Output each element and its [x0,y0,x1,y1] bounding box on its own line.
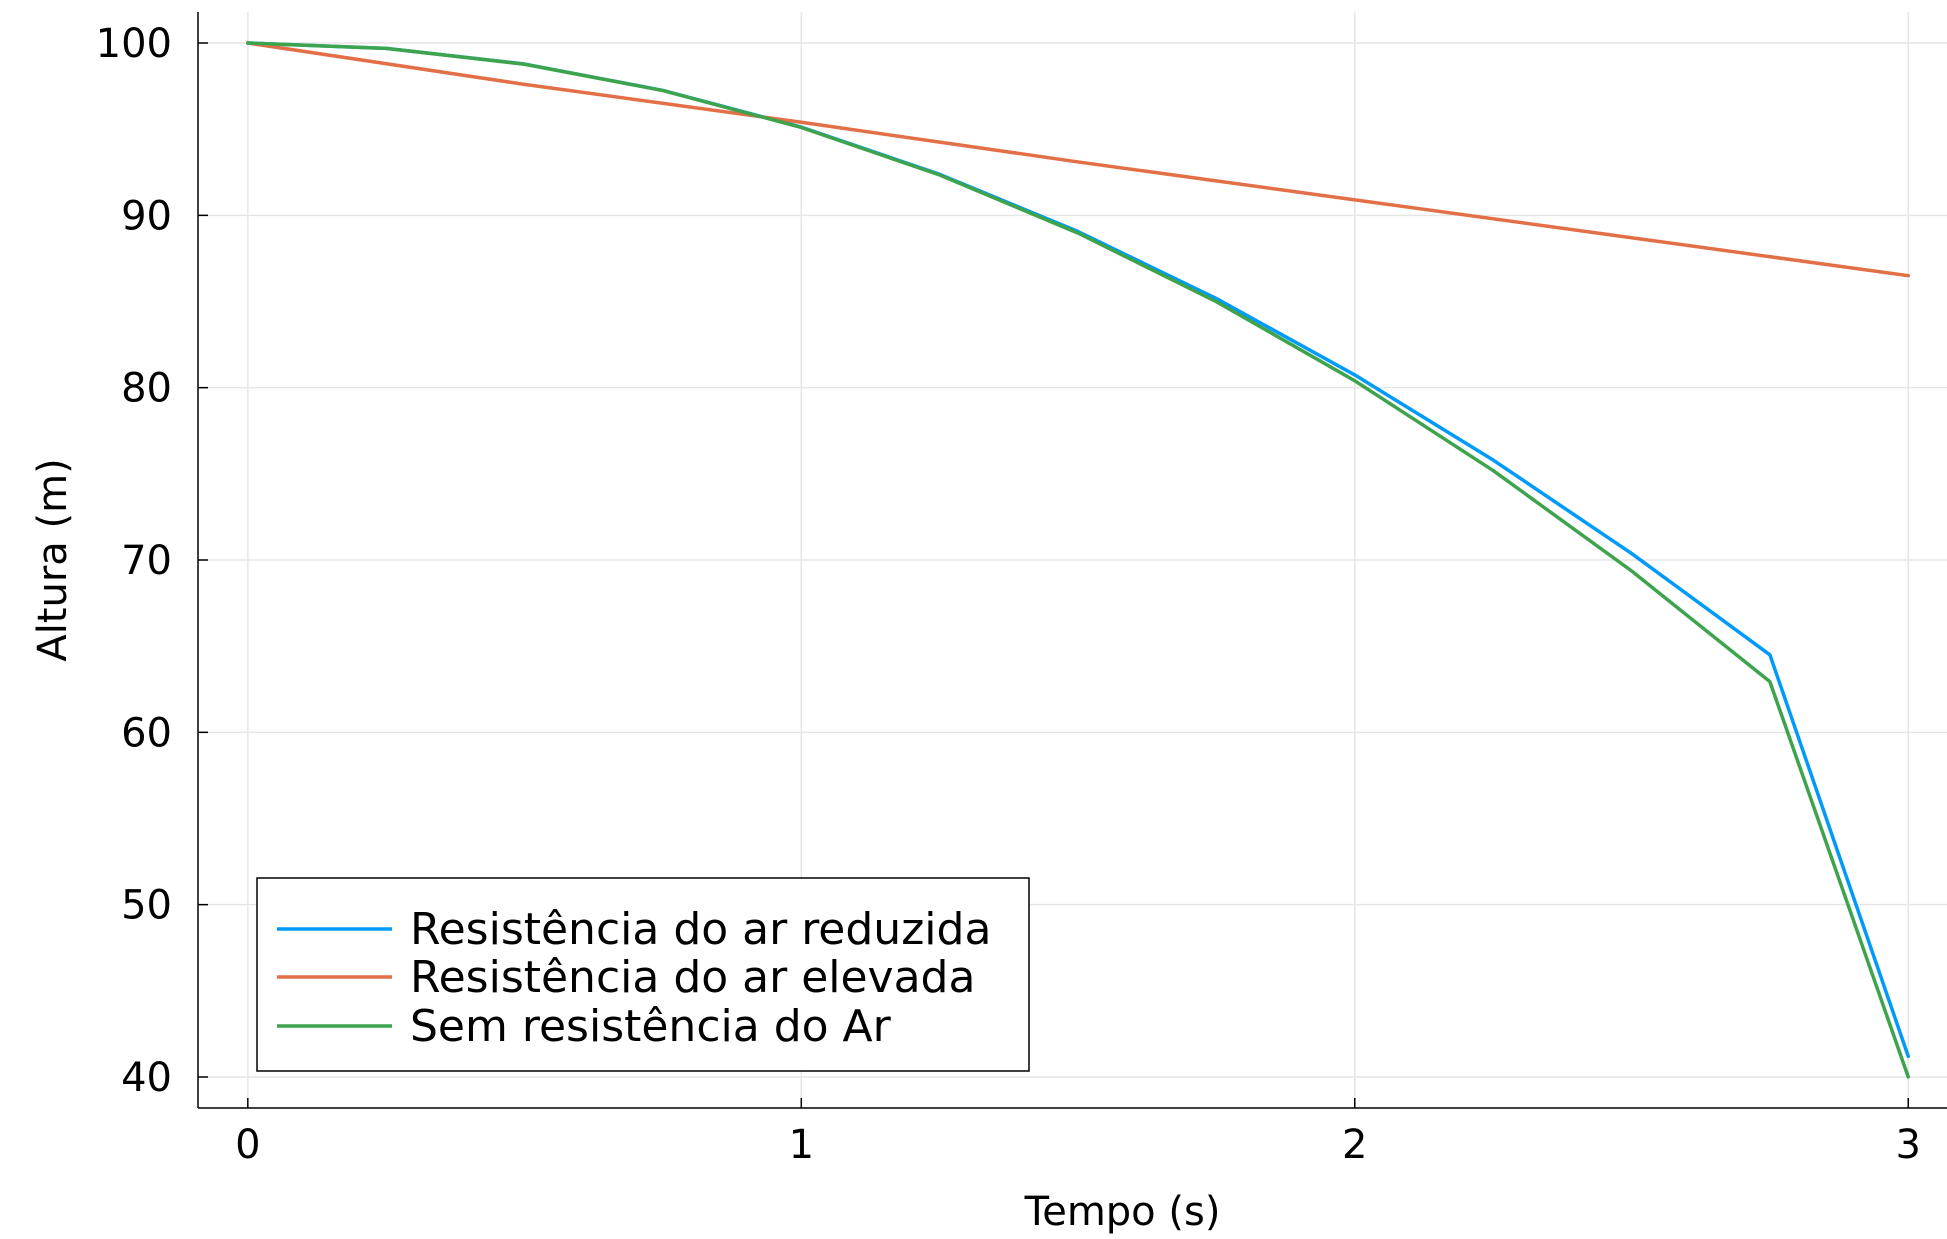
x-tick-labels: 0 1 2 3 [235,1122,1921,1168]
y-tick-labels: 40 50 60 70 80 90 100 [96,21,172,1101]
y-axis-label: Altura (m) [30,458,76,661]
y-tick-label: 40 [121,1055,172,1101]
y-tick-label: 90 [121,193,172,239]
x-tick-label: 0 [235,1122,260,1168]
legend-box [256,877,1030,1072]
legend-label: Resistência do ar elevada [410,952,975,1003]
grid [198,12,1947,1108]
y-tick-label: 50 [121,883,172,929]
x-tick-label: 1 [789,1122,814,1168]
x-tick-label: 3 [1896,1122,1921,1168]
y-tick-label: 100 [96,21,172,67]
x-axis-label: Tempo (s) [1024,1189,1221,1235]
legend-label: Resistência do ar reduzida [410,904,991,955]
series-line-3 [246,41,1911,1079]
series-lines [246,41,1911,1079]
y-tick-label: 60 [121,710,172,756]
series-line-2 [246,41,1911,278]
axes [197,12,1947,1109]
x-tick-label: 2 [1342,1122,1367,1168]
y-tick-label: 70 [121,538,172,584]
y-tick-label: 80 [121,366,172,412]
legend-label: Sem resistência do Ar [410,1001,892,1052]
